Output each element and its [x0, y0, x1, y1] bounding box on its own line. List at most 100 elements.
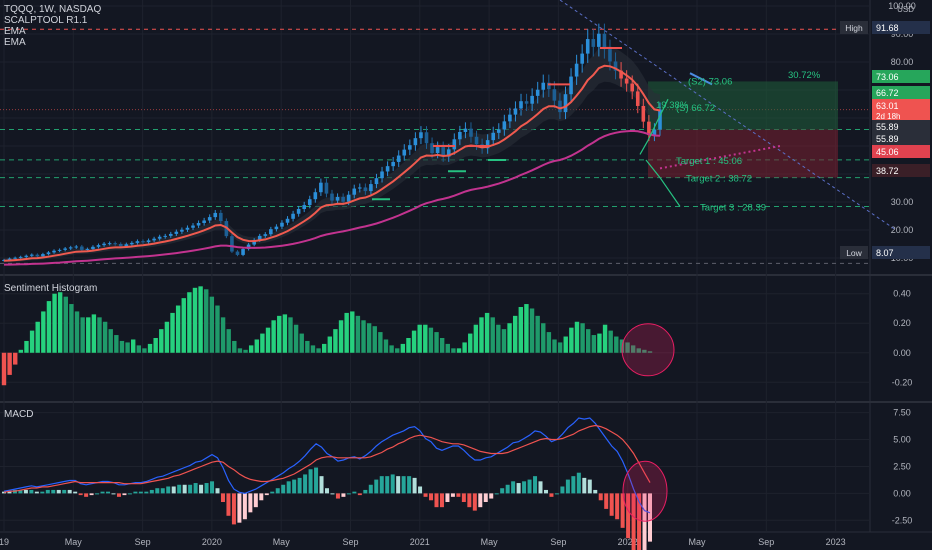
sentiment-bar	[501, 329, 507, 353]
macd-histogram-bar	[78, 493, 83, 496]
sentiment-bar	[406, 338, 411, 353]
macd-histogram-bar	[253, 493, 258, 508]
macd-histogram-bar	[637, 493, 642, 550]
macd-line	[3, 417, 651, 514]
sentiment-bar	[170, 312, 175, 353]
macd-histogram-bar	[396, 476, 401, 494]
macd-histogram-bar	[45, 489, 50, 494]
indicator-scalptool[interactable]: SCALPTOOL R1.1	[4, 15, 88, 26]
sentiment-bar	[69, 304, 74, 353]
macd-histogram-bar	[549, 493, 554, 497]
sentiment-bar	[108, 329, 113, 353]
macd-histogram-bar	[407, 476, 412, 494]
currency-label: USD	[897, 5, 914, 14]
sentiment-bar	[35, 321, 40, 353]
macd-histogram-bar	[188, 484, 193, 494]
macd-histogram-bar	[341, 493, 346, 497]
candle-body	[252, 240, 256, 245]
macd-histogram-bar	[127, 493, 132, 495]
sentiment-bar	[237, 348, 243, 353]
candle-body	[102, 243, 106, 246]
macd-histogram-bar	[522, 481, 527, 494]
macd-histogram-bar	[648, 493, 652, 542]
candle-body	[652, 129, 657, 136]
sentiment-bar	[355, 315, 361, 353]
macd-histogram-bar	[445, 493, 450, 502]
price-axis-label-bg	[872, 21, 930, 34]
candle-body	[257, 235, 262, 241]
price-axis-label: 73.06	[876, 72, 899, 82]
time-axis-tick: 2023	[826, 537, 846, 547]
candle-body	[296, 209, 301, 214]
symbol-title[interactable]: TQQQ, 1W, NASDAQ	[4, 4, 102, 15]
macd-histogram-bar	[226, 493, 231, 516]
price-axis-label: 45.06	[876, 147, 899, 157]
candle-body	[35, 254, 40, 257]
macd-histogram-bar	[456, 493, 461, 497]
candle-body	[163, 235, 168, 237]
candle-body	[424, 132, 429, 144]
sentiment-bar	[271, 320, 276, 353]
candle-body	[324, 182, 329, 194]
sentiment-highlight-circle	[621, 323, 675, 377]
sentiment-bar	[24, 340, 29, 353]
macd-histogram-bar	[166, 486, 171, 494]
time-axis-tick: May	[65, 537, 83, 547]
candle-body	[24, 255, 29, 257]
macd-histogram-bar	[615, 493, 620, 520]
macd-histogram-bar	[319, 476, 324, 494]
macd-pane-title: MACD	[4, 409, 34, 420]
indicator-ema-2[interactable]: EMA	[4, 37, 26, 48]
projection-arrow	[647, 98, 669, 141]
sentiment-bar	[529, 308, 535, 353]
candle-body	[452, 139, 457, 150]
price-axis-label-bg	[872, 120, 930, 133]
sentiment-bar	[563, 336, 568, 353]
sentiment-bar	[153, 338, 158, 353]
candle-body	[541, 82, 546, 90]
sentiment-bar	[187, 292, 192, 353]
macd-histogram-bar	[144, 491, 149, 494]
sentiment-bar	[597, 333, 602, 353]
chart-annotation: (S) 66.72	[676, 103, 715, 114]
candle-body	[463, 128, 468, 132]
indicator-ema-1[interactable]: EMA	[4, 26, 26, 37]
macd-histogram-bar	[308, 469, 313, 494]
macd-histogram-bar	[84, 493, 89, 497]
time-axis-tick: 19	[0, 537, 9, 547]
macd-histogram-bar	[631, 493, 636, 550]
macd-histogram-bar	[155, 488, 160, 494]
sentiment-bar	[614, 336, 619, 353]
sentiment-bar	[428, 327, 434, 353]
macd-signal-line	[3, 424, 651, 493]
sentiment-bar	[147, 343, 153, 353]
price-axis-tag-bg	[840, 246, 868, 259]
chart-annotation: (S2) 73.06	[688, 76, 732, 87]
macd-histogram-bar	[220, 493, 225, 502]
sentiment-bar	[159, 329, 164, 353]
candle-body	[113, 243, 117, 245]
candle-body	[280, 222, 284, 227]
macd-histogram-bar	[100, 491, 105, 494]
candle-body	[369, 184, 373, 192]
chart-annotation: Target 3 : 28.39	[700, 203, 766, 214]
macd-histogram-bar	[286, 481, 291, 494]
price-axis-tick: 20.00	[891, 225, 914, 235]
candle-body	[185, 227, 190, 230]
price-axis-label-bg	[872, 86, 930, 99]
macd-histogram-bar	[292, 479, 297, 494]
candle-body	[574, 63, 579, 77]
candle-body	[585, 39, 590, 54]
candle-body	[319, 182, 323, 193]
macd-histogram-bar	[133, 491, 138, 494]
macd-histogram-bar	[500, 488, 505, 494]
candle-body	[352, 188, 357, 195]
candle-body	[196, 223, 201, 226]
macd-histogram-bar	[450, 493, 455, 497]
price-axis-label: 55.89	[876, 122, 899, 132]
candle-body	[602, 33, 607, 50]
candle-body	[174, 231, 179, 234]
sentiment-bar	[479, 317, 484, 353]
candle-body	[502, 121, 507, 130]
macd-histogram-bar	[275, 488, 280, 494]
